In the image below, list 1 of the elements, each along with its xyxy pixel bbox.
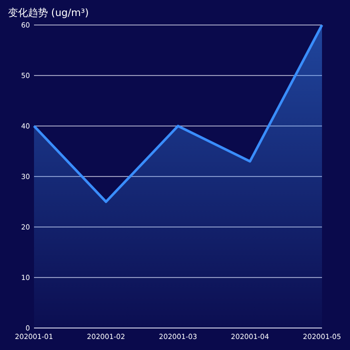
y-axis-title: 变化趋势 (ug/m³) [8, 7, 89, 19]
